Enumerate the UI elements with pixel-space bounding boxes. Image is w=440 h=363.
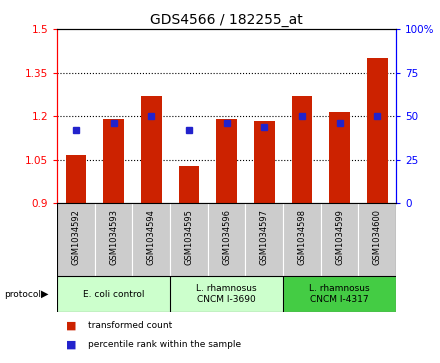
Bar	[329, 112, 350, 203]
Text: L. rhamnosus
CNCM I-3690: L. rhamnosus CNCM I-3690	[196, 284, 257, 304]
Text: GSM1034599: GSM1034599	[335, 209, 344, 265]
Bar	[321, 203, 358, 276]
Text: GSM1034594: GSM1034594	[147, 209, 156, 265]
Text: L. rhamnosus
CNCM I-4317: L. rhamnosus CNCM I-4317	[309, 284, 370, 304]
Text: GSM1034592: GSM1034592	[72, 209, 81, 265]
Text: percentile rank within the sample: percentile rank within the sample	[88, 340, 241, 349]
Bar	[254, 121, 275, 203]
Text: ■: ■	[66, 320, 77, 330]
Text: GSM1034600: GSM1034600	[373, 209, 381, 265]
Bar	[170, 203, 208, 276]
Text: GSM1034595: GSM1034595	[184, 209, 194, 265]
Text: E. coli control: E. coli control	[83, 290, 144, 298]
Bar	[283, 276, 396, 312]
Bar	[358, 203, 396, 276]
Text: GSM1034593: GSM1034593	[109, 209, 118, 265]
Text: GSM1034596: GSM1034596	[222, 209, 231, 265]
Text: GSM1034598: GSM1034598	[297, 209, 306, 265]
Text: ■: ■	[66, 340, 77, 350]
Bar	[367, 58, 388, 203]
Bar	[57, 203, 95, 276]
Bar	[283, 203, 321, 276]
Title: GDS4566 / 182255_at: GDS4566 / 182255_at	[150, 13, 303, 26]
Bar	[132, 203, 170, 276]
Text: ▶: ▶	[40, 289, 48, 299]
Bar	[170, 276, 283, 312]
Bar	[179, 166, 199, 203]
Bar	[216, 119, 237, 203]
Bar	[292, 96, 312, 203]
Text: GSM1034597: GSM1034597	[260, 209, 269, 265]
Text: protocol: protocol	[4, 290, 41, 298]
Bar	[95, 203, 132, 276]
Bar	[66, 155, 86, 203]
Bar	[103, 119, 124, 203]
Bar	[57, 276, 170, 312]
Bar	[208, 203, 246, 276]
Text: transformed count: transformed count	[88, 321, 172, 330]
Bar	[141, 96, 161, 203]
Bar	[246, 203, 283, 276]
